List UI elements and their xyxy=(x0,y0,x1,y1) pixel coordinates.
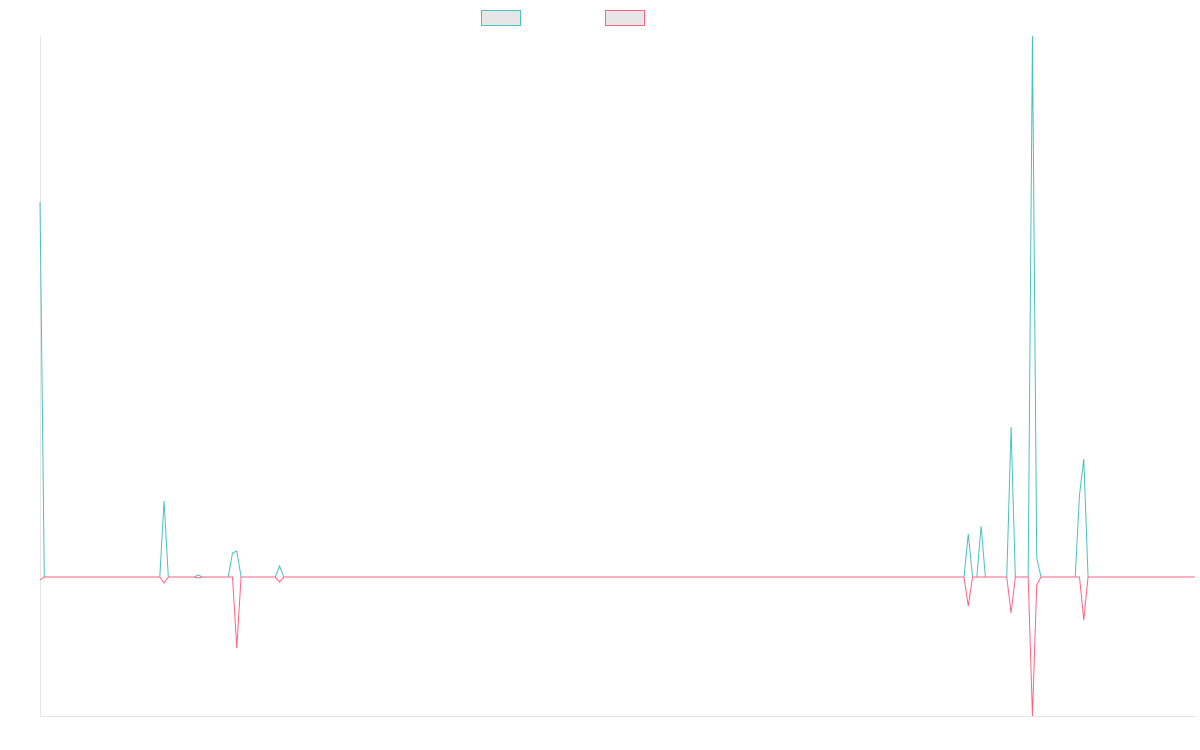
legend-swatch xyxy=(605,10,645,26)
series-line xyxy=(39,35,1195,578)
legend-swatch xyxy=(481,10,521,26)
series-line xyxy=(39,576,1195,717)
